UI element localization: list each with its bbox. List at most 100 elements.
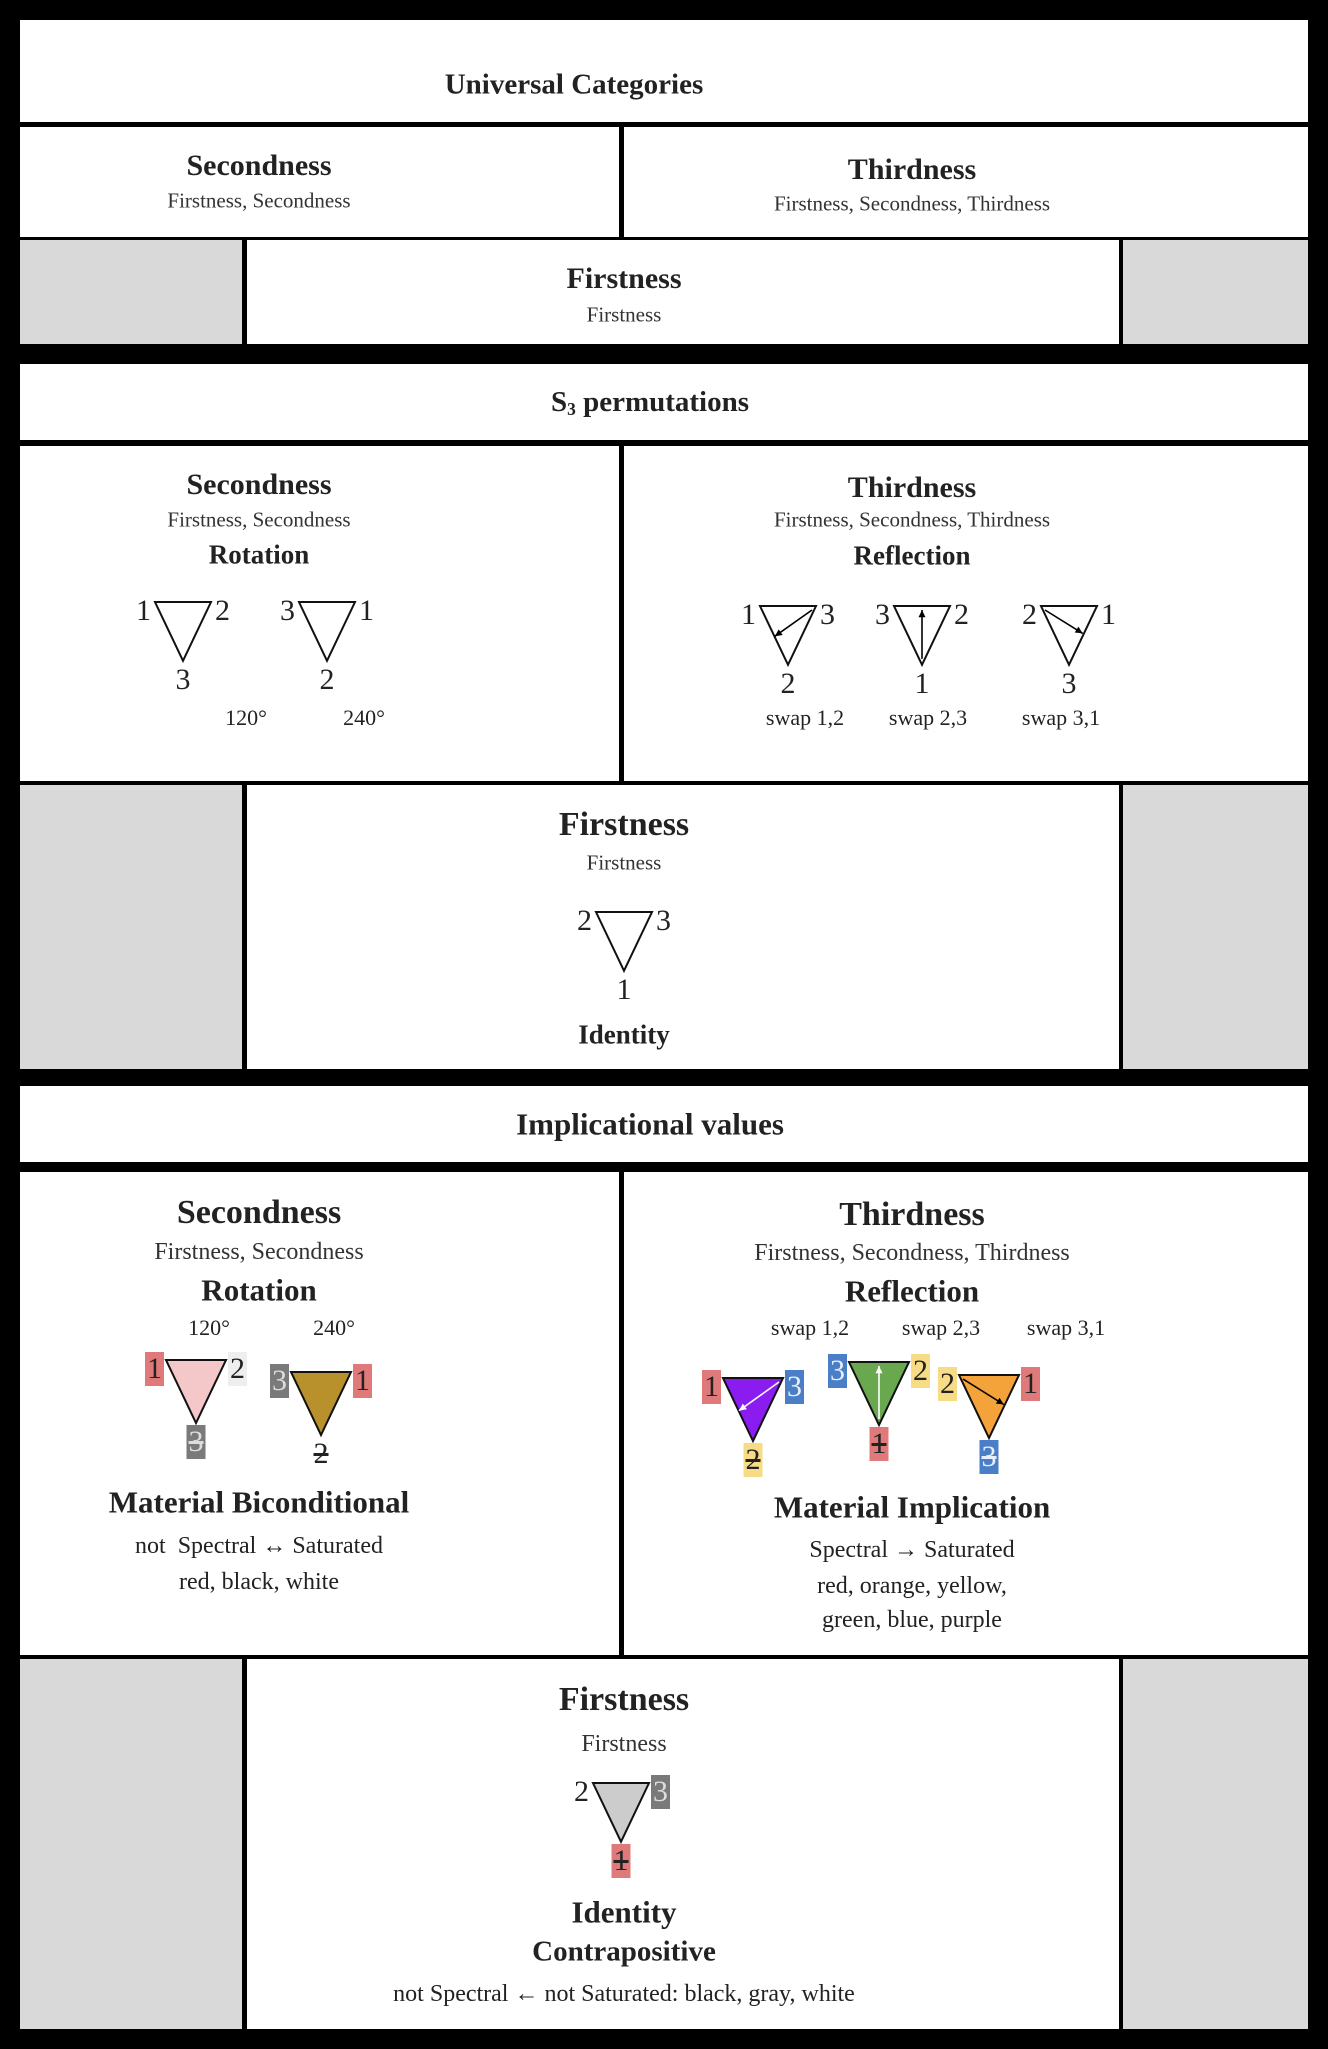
triangle-polygon — [594, 911, 654, 974]
vertex-label-bottom: 3 — [979, 1440, 999, 1474]
vertex-label-bottom: 1 — [611, 1843, 631, 1878]
universal-title: Universal Categories — [444, 68, 704, 101]
vertex-label-bottom: 3 — [186, 1425, 206, 1459]
universal-thirdness-subtitle: Firstness, Secondness, Thirdness — [773, 191, 1051, 216]
swap-label: swap 1,2 — [770, 1315, 850, 1340]
empty-cell-right — [1123, 785, 1308, 1069]
angle-label: 120° — [225, 705, 267, 730]
triangle-polygon — [297, 601, 357, 664]
vertex-label-bottom: 1 — [869, 1427, 889, 1461]
vertex-label-right: 3 — [820, 598, 835, 631]
vertex-label-left: 1 — [145, 1352, 164, 1386]
universal-thirdness-cell — [624, 127, 1308, 237]
universal-thirdness-title: Thirdness — [847, 153, 977, 186]
vertex-label-bottom: 2 — [319, 662, 335, 696]
s3-firstness-operation: Identity — [578, 1019, 670, 1050]
s3-firstness-subtitle: Firstness — [586, 850, 662, 875]
triangle-polygon — [289, 1371, 353, 1438]
impl-thirdness-colors-1: red, orange, yellow, — [817, 1573, 1007, 1599]
impl-secondness-title: Secondness — [176, 1194, 342, 1231]
s3-title-letter: S — [550, 385, 568, 418]
impl-thirdness-title: Thirdness — [839, 1196, 985, 1233]
vertex-label-left: 1 — [702, 1370, 721, 1404]
arrow-icon — [774, 609, 813, 637]
empty-cell-left — [20, 240, 242, 344]
triangle-polygon — [591, 1782, 651, 1845]
vertex-label-right: 2 — [911, 1354, 930, 1388]
impl-firstness-logic: Contrapositive — [532, 1935, 716, 1968]
triangle-shape — [594, 911, 654, 974]
s3-secondness-title: Secondness — [186, 468, 332, 501]
s3-firstness-cell — [247, 785, 1119, 1069]
triangle-shape — [297, 601, 357, 664]
vertex-label-bottom: 2 — [313, 1437, 329, 1470]
impl-secondness-formula: not Spectral ↔ Saturated — [135, 1533, 383, 1559]
universal-secondness-subtitle: Firstness, Secondness — [167, 188, 351, 213]
vertex-label-right: 2 — [215, 594, 230, 627]
vertex-label-bottom: 2 — [743, 1443, 763, 1477]
vertex-label-right: 3 — [785, 1370, 804, 1404]
universal-firstness-title: Firstness — [566, 262, 682, 295]
vertex-label-right: 1 — [1021, 1367, 1040, 1401]
s3-thirdness-subtitle: Firstness, Secondness, Thirdness — [773, 507, 1051, 532]
triangle-shape — [153, 601, 213, 664]
swap-label: swap 1,2 — [765, 705, 845, 730]
vertex-label-left: 2 — [577, 904, 592, 937]
s3-secondness-operation: Rotation — [208, 539, 310, 570]
impl-firstness-cell — [247, 1659, 1119, 2029]
triangle-shape — [892, 605, 952, 668]
empty-cell-left — [20, 785, 242, 1069]
triangle-shape — [721, 1377, 785, 1444]
arrow-icon — [962, 1378, 1005, 1406]
vertex-label-right: 2 — [228, 1352, 247, 1386]
swap-label: swap 3,1 — [1021, 705, 1101, 730]
triangle-polygon — [758, 605, 818, 668]
arrowhead-icon — [995, 1397, 1004, 1405]
empty-cell-left — [20, 1659, 242, 2029]
arrow-icon — [738, 1381, 780, 1412]
arrowhead-icon — [875, 1366, 883, 1374]
impl-thirdness-colors-2: green, blue, purple — [822, 1607, 1002, 1633]
triangle-polygon — [1039, 605, 1099, 668]
vertex-label-right: 1 — [1101, 598, 1116, 631]
angle-label: 240° — [343, 705, 385, 730]
s3-firstness-title: Firstness — [558, 806, 690, 843]
triangle-shape — [758, 605, 818, 668]
impl-secondness-operation: Rotation — [201, 1272, 317, 1308]
vertex-label-right: 2 — [954, 598, 969, 631]
impl-firstness-operation: Identity — [571, 1894, 677, 1930]
triangle-shape — [289, 1371, 353, 1438]
s3-title: S3 permutations — [550, 385, 750, 419]
triangle-polygon — [153, 601, 213, 664]
triangle-shape — [591, 1782, 651, 1845]
empty-cell-right — [1123, 1659, 1308, 2029]
vertex-label-left: 3 — [828, 1354, 847, 1388]
vertex-label-left: 2 — [938, 1367, 957, 1401]
impl-firstness-subtitle: Firstness — [581, 1731, 667, 1757]
impl-firstness-formula: not Spectral ← not Saturated: black, gra… — [393, 1981, 855, 2007]
triangle-polygon — [164, 1359, 228, 1426]
impl-thirdness-subtitle: Firstness, Secondness, Thirdness — [754, 1240, 1070, 1266]
arrowhead-icon — [739, 1403, 747, 1411]
universal-secondness-cell — [20, 127, 619, 237]
vertex-label-right: 1 — [359, 594, 374, 627]
angle-label: 120° — [188, 1315, 230, 1340]
vertex-label-left: 1 — [136, 594, 151, 627]
s3-title-rest: permutations — [575, 385, 750, 418]
vertex-label-left: 3 — [875, 598, 890, 631]
implicational-title: Implicational values — [516, 1106, 784, 1142]
triangle-shape — [164, 1359, 228, 1426]
s3-secondness-subtitle: Firstness, Secondness — [167, 507, 351, 532]
s3-header — [20, 364, 1308, 440]
impl-thirdness-logic: Material Implication — [773, 1489, 1051, 1525]
impl-thirdness-cell — [624, 1172, 1308, 1655]
vertex-label-bottom: 1 — [914, 666, 930, 700]
arrowhead-icon — [918, 610, 926, 618]
s3-title-subscript: 3 — [567, 398, 576, 419]
arrowhead-icon — [1074, 626, 1083, 634]
impl-firstness-title: Firstness — [558, 1681, 690, 1718]
vertex-label-right: 1 — [353, 1364, 372, 1398]
triangle-shape — [1039, 605, 1099, 668]
swap-label: swap 3,1 — [1026, 1315, 1106, 1340]
vertex-label-left: 1 — [741, 598, 756, 631]
